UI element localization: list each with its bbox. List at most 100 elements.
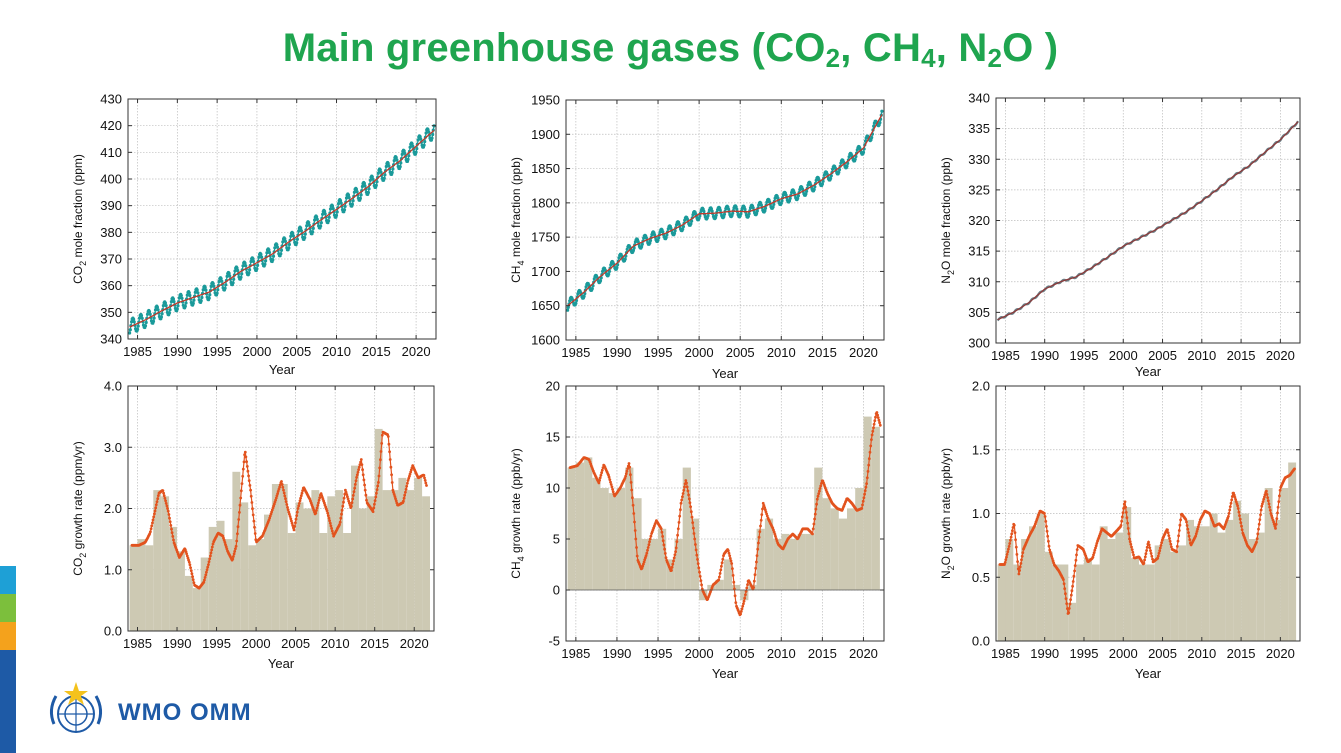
- growth-rate-point: [1124, 505, 1127, 509]
- x-axis-label: Year: [712, 366, 739, 381]
- growth-rate-point: [210, 548, 214, 552]
- annual-bar: [1288, 462, 1297, 641]
- monthly-point: [796, 196, 800, 200]
- growth-rate-point: [872, 426, 875, 430]
- growth-rate-point: [1278, 494, 1281, 498]
- growth-rate-point: [597, 481, 601, 485]
- growth-rate-point: [811, 532, 814, 536]
- growth-rate-point: [1228, 508, 1232, 512]
- annual-bar: [1107, 539, 1116, 641]
- monthly-point: [370, 175, 374, 179]
- x-tick-label: 2020: [400, 636, 429, 651]
- annual-bar: [1146, 564, 1155, 641]
- annual-bar: [1272, 519, 1281, 641]
- growth-rate-point: [864, 485, 868, 489]
- monthly-point: [582, 294, 586, 298]
- growth-rate-point: [635, 546, 638, 549]
- growth-rate-point: [677, 521, 681, 524]
- monthly-point: [880, 109, 884, 113]
- growth-rate-point: [1073, 569, 1076, 573]
- growth-rate-point: [730, 562, 734, 565]
- growth-rate-point: [207, 563, 210, 566]
- growth-rate-point: [294, 521, 297, 525]
- growth-rate-point: [359, 458, 363, 461]
- growth-rate-point: [1179, 518, 1182, 522]
- growth-rate-point: [162, 491, 165, 495]
- monthly-point: [177, 296, 181, 300]
- growth-rate-point: [681, 492, 685, 495]
- monthly-point: [378, 168, 382, 172]
- annual-bar: [1170, 551, 1179, 641]
- growth-rate-point: [402, 496, 406, 500]
- growth-rate-point: [360, 463, 364, 466]
- growth-rate-point: [720, 561, 724, 565]
- growth-rate-point: [1169, 542, 1173, 546]
- growth-rate-point: [820, 482, 823, 485]
- growth-rate-point: [405, 484, 409, 488]
- annual-bar: [169, 526, 177, 631]
- annual-bar: [343, 533, 351, 631]
- growth-rate-point: [643, 558, 647, 562]
- y-tick-label: 1750: [531, 230, 560, 245]
- growth-rate-point: [188, 563, 192, 567]
- growth-rate-point: [1049, 552, 1053, 556]
- growth-rate-point: [244, 455, 248, 459]
- x-axis-label: Year: [1135, 364, 1162, 379]
- growth-rate-point: [719, 568, 723, 572]
- annual-bar: [781, 533, 790, 590]
- growth-rate-point: [164, 502, 168, 505]
- monthly-point: [847, 155, 851, 159]
- growth-rate-point: [329, 524, 333, 528]
- monthly-point: [208, 293, 212, 297]
- growth-rate-point: [1121, 511, 1125, 515]
- growth-rate-point: [406, 481, 409, 485]
- growth-rate-point: [861, 499, 865, 503]
- y-tick-label: 310: [968, 274, 990, 289]
- growth-rate-point: [682, 488, 686, 492]
- growth-rate-point: [717, 578, 721, 582]
- growth-rate-point: [685, 481, 688, 485]
- y-tick-label: 0.0: [104, 624, 122, 639]
- growth-rate-point: [1277, 500, 1281, 503]
- growth-rate-point: [1124, 511, 1128, 514]
- monthly-point: [265, 251, 269, 255]
- annual-bar: [1154, 545, 1163, 641]
- monthly-point: [247, 271, 251, 275]
- monthly-point: [130, 320, 134, 324]
- growth-rate-point: [727, 551, 731, 555]
- growth-rate-point: [1263, 495, 1266, 499]
- growth-rate-point: [865, 476, 869, 480]
- growth-rate-point: [1148, 546, 1152, 550]
- growth-rate-point: [192, 581, 196, 585]
- stripe-blue: [0, 566, 16, 594]
- growth-rate-point: [1265, 489, 1268, 493]
- annual-bar: [1201, 526, 1210, 641]
- y-tick-label: 300: [968, 336, 990, 351]
- x-tick-label: 1995: [203, 344, 232, 359]
- monthly-point: [386, 161, 390, 165]
- growth-rate-point: [223, 541, 227, 544]
- monthly-point: [267, 250, 272, 255]
- growth-rate-point: [875, 411, 879, 414]
- growth-rate-point: [1240, 528, 1244, 532]
- x-tick-label: 2005: [1148, 348, 1177, 363]
- annual-bar: [1264, 488, 1273, 641]
- monthly-point: [568, 299, 572, 303]
- growth-rate-point: [744, 590, 748, 593]
- monthly-point: [155, 305, 159, 309]
- growth-rate-point: [731, 574, 735, 577]
- y-axis-label-part: mole fraction (ppm): [71, 154, 85, 261]
- annual-bar: [1044, 551, 1053, 641]
- growth-rate-point: [325, 509, 329, 513]
- growth-rate-point: [169, 524, 173, 527]
- monthly-point: [400, 152, 404, 156]
- y-tick-label: 1700: [531, 264, 560, 279]
- growth-rate-point: [752, 579, 756, 583]
- y-axis-label-part: O growth rate (ppb/yr): [939, 448, 953, 565]
- growth-rate-point: [1007, 545, 1011, 548]
- growth-rate-point: [755, 554, 759, 557]
- x-tick-label: 2005: [281, 636, 310, 651]
- monthly-point: [870, 135, 874, 140]
- growth-rate-point: [690, 515, 694, 519]
- growth-rate-point: [389, 465, 393, 469]
